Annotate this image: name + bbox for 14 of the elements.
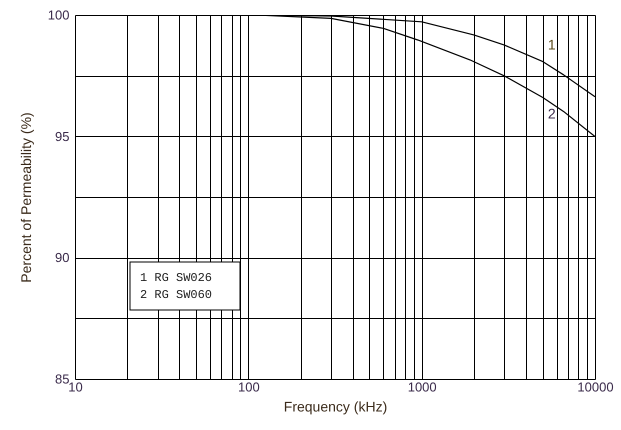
y-tick-label: 85 xyxy=(55,372,70,386)
annotation: 1 RG SW026 xyxy=(140,271,212,285)
series-label: 2 xyxy=(548,106,556,122)
y-tick-label: 90 xyxy=(55,250,70,266)
x-tick-label: 10000 xyxy=(577,380,614,394)
y-tick-label: 95 xyxy=(55,128,70,144)
x-tick-label: 10 xyxy=(68,380,83,394)
series-label: 1 xyxy=(548,36,556,53)
x-tick-label: 1000 xyxy=(408,380,437,394)
annotation: 2 RG SW060 xyxy=(140,288,212,302)
y-tick-label: 100 xyxy=(48,8,70,22)
y-axis-title: Percent of Permeability (%) xyxy=(18,112,34,283)
x-tick-label: 100 xyxy=(238,380,260,394)
x-axis-title: Frequency (kHz) xyxy=(284,398,388,414)
